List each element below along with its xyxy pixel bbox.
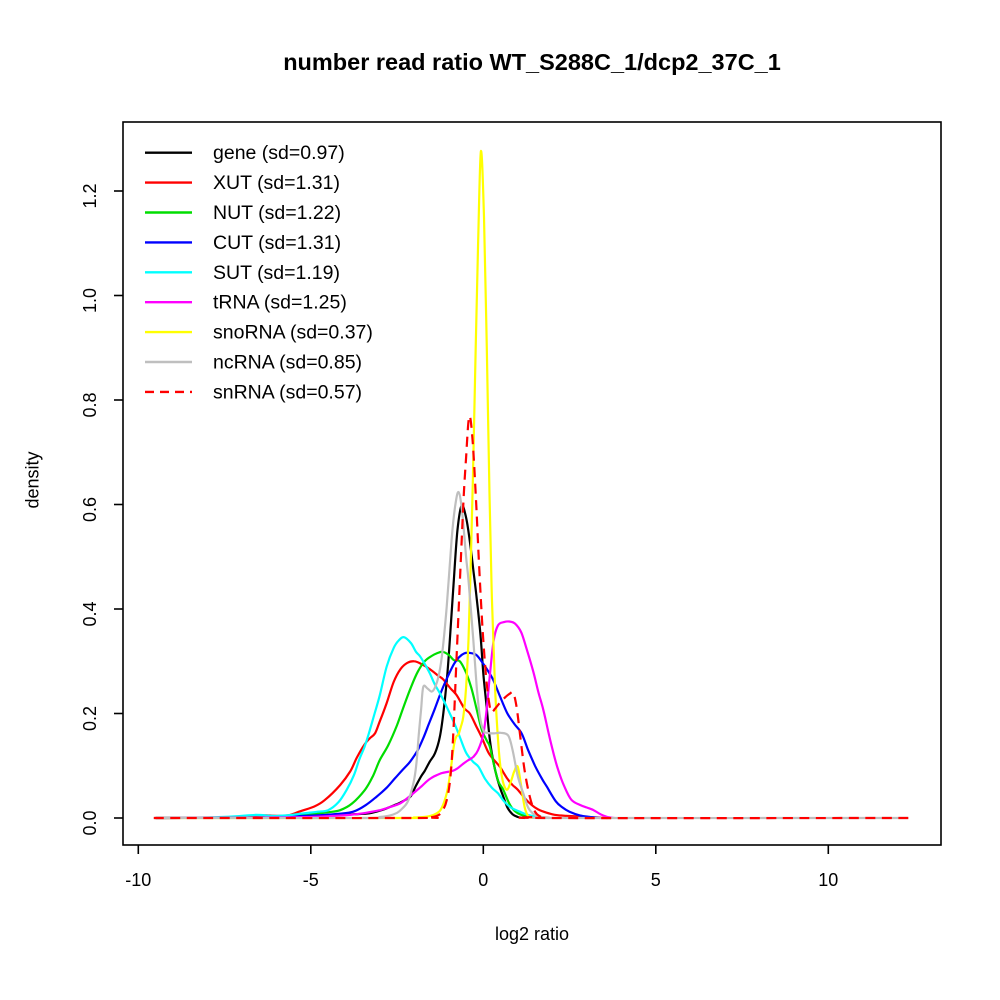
legend-label-ncRNA: ncRNA (sd=0.85) <box>213 352 362 374</box>
y-tick-label: 0.0 <box>80 810 100 835</box>
x-tick-label: -5 <box>303 870 319 890</box>
y-tick-label: 0.4 <box>80 601 100 626</box>
y-tick-label: 0.2 <box>80 706 100 731</box>
legend-label-snRNA: snRNA (sd=0.57) <box>213 381 362 403</box>
legend-label-gene: gene (sd=0.97) <box>213 142 345 164</box>
y-tick-label: 1.2 <box>80 183 100 208</box>
plot-box <box>122 121 942 846</box>
curve-gene <box>155 504 525 820</box>
legend-label-XUT: XUT (sd=1.31) <box>213 172 340 194</box>
curve-NUT <box>155 650 539 820</box>
chart-title: number read ratio WT_S288C_1/dcp2_37C_1 <box>283 49 781 75</box>
curve-CUT <box>155 651 601 820</box>
x-axis-label: log2 ratio <box>494 924 570 944</box>
y-tick-label: 1.0 <box>80 288 100 313</box>
curve-snoRNA <box>155 150 534 820</box>
y-axis-label: density <box>22 451 43 509</box>
x-tick-label: 5 <box>651 870 661 890</box>
x-tick-label: 10 <box>818 870 838 890</box>
legend-label-CUT: CUT (sd=1.31) <box>213 232 341 254</box>
y-tick-label: 0.6 <box>80 497 100 522</box>
y-tick-label: 0.8 <box>80 392 100 417</box>
legend-label-SUT: SUT (sd=1.19) <box>213 262 340 284</box>
curve-SUT <box>155 636 550 820</box>
curve-ncRNA <box>153 490 909 820</box>
legend-label-NUT: NUT (sd=1.22) <box>213 202 341 224</box>
curve-snRNA <box>153 414 909 820</box>
legend-label-snoRNA: snoRNA (sd=0.37) <box>213 322 373 344</box>
curve-XUT <box>155 660 608 820</box>
curve-tRNA <box>155 620 615 820</box>
x-tick-label: 0 <box>478 870 488 890</box>
x-tick-label: -10 <box>125 870 151 890</box>
legend-label-tRNA: tRNA (sd=1.25) <box>213 292 347 314</box>
